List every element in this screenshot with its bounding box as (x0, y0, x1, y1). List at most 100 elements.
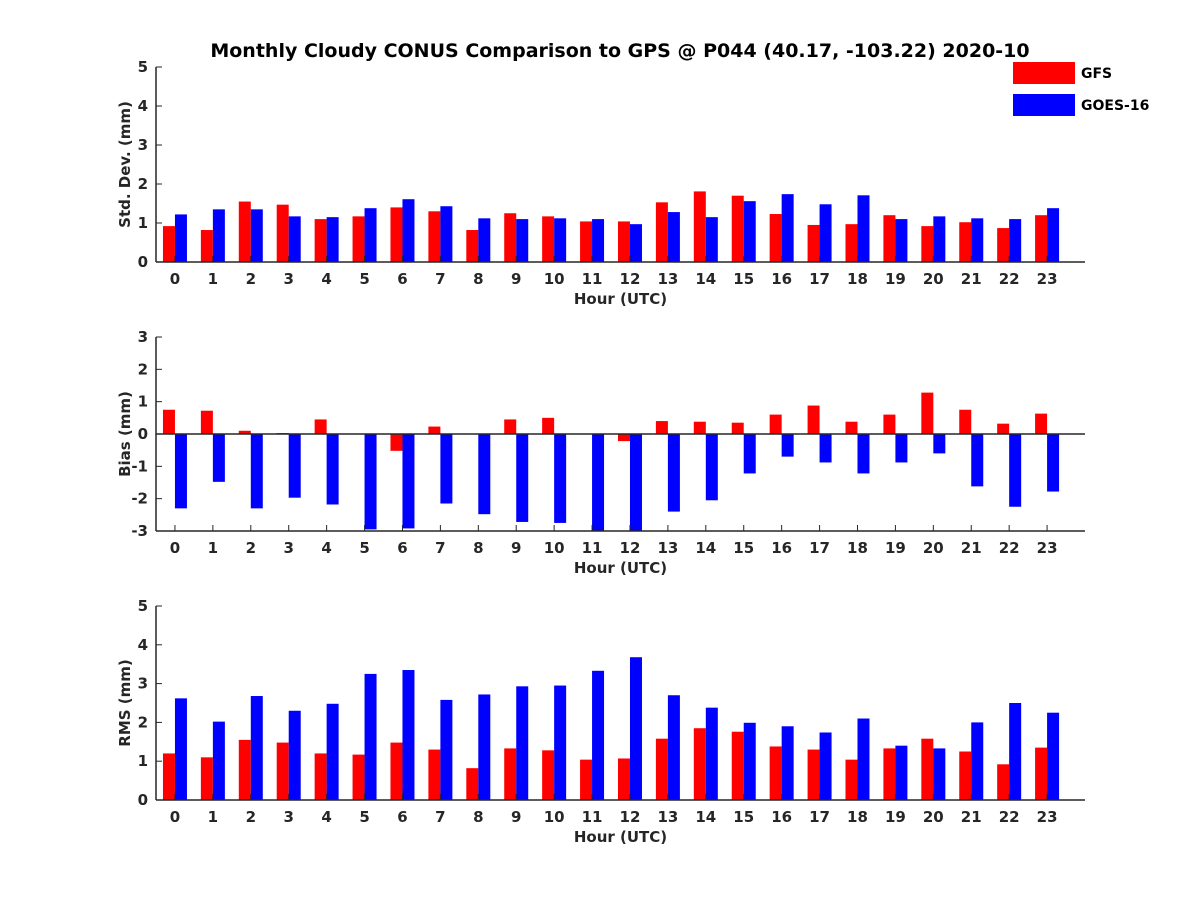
x-tick-label: 21 (961, 270, 982, 288)
bar-gfs-19 (883, 748, 896, 800)
x-tick-label: 19 (885, 270, 906, 288)
bar-gfs-23 (1035, 215, 1048, 262)
x-tick-label: 6 (397, 808, 407, 826)
bar-goes-16-3 (288, 434, 301, 498)
x-tick-label: 1 (208, 539, 218, 557)
bars-bias (162, 392, 1060, 531)
x-tick-label: 23 (1037, 808, 1058, 826)
bar-gfs-21 (959, 751, 972, 800)
bar-gfs-16 (769, 414, 782, 434)
bar-goes-16-23 (1047, 434, 1060, 492)
bar-goes-16-2 (250, 434, 263, 509)
y-tick-label: 0 (138, 425, 148, 443)
bar-goes-16-5 (364, 673, 377, 800)
bar-goes-16-17 (819, 204, 832, 262)
bar-goes-16-14 (705, 217, 718, 262)
bar-gfs-16 (769, 746, 782, 800)
bar-goes-16-12 (629, 657, 642, 800)
x-tick-label: 8 (473, 808, 483, 826)
bar-goes-16-20 (933, 434, 946, 454)
bar-goes-16-21 (971, 218, 984, 262)
bar-gfs-23 (1035, 413, 1048, 434)
y-tick-label: 4 (138, 636, 148, 654)
bar-gfs-23 (1035, 747, 1048, 800)
x-tick-label: 3 (283, 808, 293, 826)
bar-goes-16-7 (440, 206, 453, 262)
x-tick-label: 22 (999, 808, 1020, 826)
bar-gfs-22 (997, 764, 1010, 800)
bar-goes-16-4 (326, 434, 339, 505)
bar-goes-16-8 (478, 218, 491, 262)
bar-gfs-9 (504, 419, 517, 434)
bar-goes-16-5 (364, 208, 377, 262)
bar-goes-16-18 (857, 195, 870, 262)
bar-goes-16-19 (895, 219, 908, 262)
bar-gfs-10 (542, 417, 555, 434)
bar-goes-16-1 (212, 721, 225, 800)
bar-gfs-5 (352, 216, 365, 262)
bar-gfs-22 (997, 423, 1010, 434)
x-tick-label: 11 (582, 808, 603, 826)
x-tick-label: 6 (397, 539, 407, 557)
x-tick-label: 10 (544, 808, 565, 826)
y-tick-label: -3 (131, 522, 148, 540)
bar-goes-16-13 (667, 434, 680, 512)
bar-gfs-2 (238, 201, 251, 262)
x-tick-label: 13 (657, 270, 678, 288)
bar-goes-16-21 (971, 434, 984, 487)
bar-goes-16-5 (364, 434, 377, 530)
bar-goes-16-6 (402, 199, 415, 262)
x-tick-label: 18 (847, 270, 868, 288)
y-tick-label: 2 (138, 713, 148, 731)
x-tick-label: 7 (435, 270, 445, 288)
y-tick-label: 3 (138, 675, 148, 693)
x-tick-label: 3 (283, 270, 293, 288)
bar-gfs-19 (883, 215, 896, 262)
bar-goes-16-1 (212, 434, 225, 482)
x-tick-label: 0 (170, 270, 180, 288)
bar-gfs-11 (580, 759, 593, 800)
x-tick-label: 16 (771, 270, 792, 288)
x-tick-label: 9 (511, 539, 521, 557)
x-tick-label: 20 (923, 539, 944, 557)
bar-goes-16-9 (516, 686, 529, 800)
bar-gfs-18 (845, 421, 858, 434)
bar-gfs-4 (314, 219, 327, 262)
bar-gfs-17 (807, 749, 820, 800)
x-tick-label: 16 (771, 808, 792, 826)
bar-gfs-13 (655, 202, 668, 262)
bar-gfs-3 (276, 742, 289, 800)
legend-label-gfs: GFS (1081, 66, 1112, 82)
y-tick-label: 1 (138, 393, 148, 411)
x-tick-label: 21 (961, 808, 982, 826)
x-tick-label: 7 (435, 808, 445, 826)
x-tick-label: 11 (582, 270, 603, 288)
x-tick-label: 22 (999, 539, 1020, 557)
bar-gfs-10 (542, 750, 555, 800)
bar-goes-16-3 (288, 216, 301, 262)
bar-goes-16-6 (402, 670, 415, 800)
bar-gfs-3 (276, 204, 289, 262)
bar-goes-16-12 (629, 224, 642, 262)
bar-gfs-11 (580, 221, 593, 262)
y-tick-label: 0 (138, 791, 148, 809)
y-axis-label: Bias (mm) (116, 391, 134, 477)
bar-goes-16-22 (1009, 703, 1022, 800)
bar-goes-16-17 (819, 732, 832, 800)
chart-legend: GFS GOES-16 (1013, 62, 1149, 116)
x-axis-label: Hour (UTC) (574, 290, 667, 308)
x-tick-label: 2 (246, 270, 256, 288)
x-axis-label: Hour (UTC) (574, 559, 667, 577)
x-tick-label: 20 (923, 808, 944, 826)
x-axis-label: Hour (UTC) (574, 828, 667, 846)
bar-goes-16-10 (554, 434, 567, 523)
bar-goes-16-19 (895, 434, 908, 463)
bar-gfs-1 (200, 757, 213, 800)
bar-gfs-16 (769, 214, 782, 262)
bar-goes-16-22 (1009, 434, 1022, 507)
bar-goes-16-11 (592, 219, 605, 262)
bar-goes-16-8 (478, 434, 491, 515)
legend-swatch-goes-16 (1013, 94, 1075, 116)
bars-std (162, 191, 1060, 262)
x-tick-label: 11 (582, 539, 603, 557)
